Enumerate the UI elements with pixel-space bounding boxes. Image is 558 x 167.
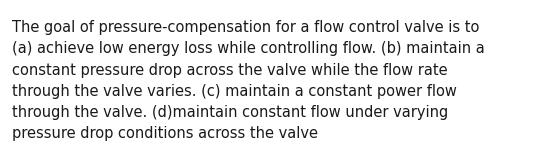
Text: The goal of pressure-compensation for a flow control valve is to
(a) achieve low: The goal of pressure-compensation for a … bbox=[12, 20, 485, 141]
